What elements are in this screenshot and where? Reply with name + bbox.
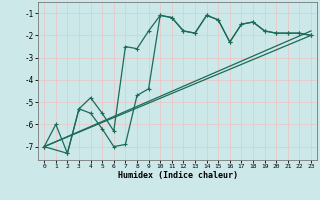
X-axis label: Humidex (Indice chaleur): Humidex (Indice chaleur) — [118, 171, 238, 180]
